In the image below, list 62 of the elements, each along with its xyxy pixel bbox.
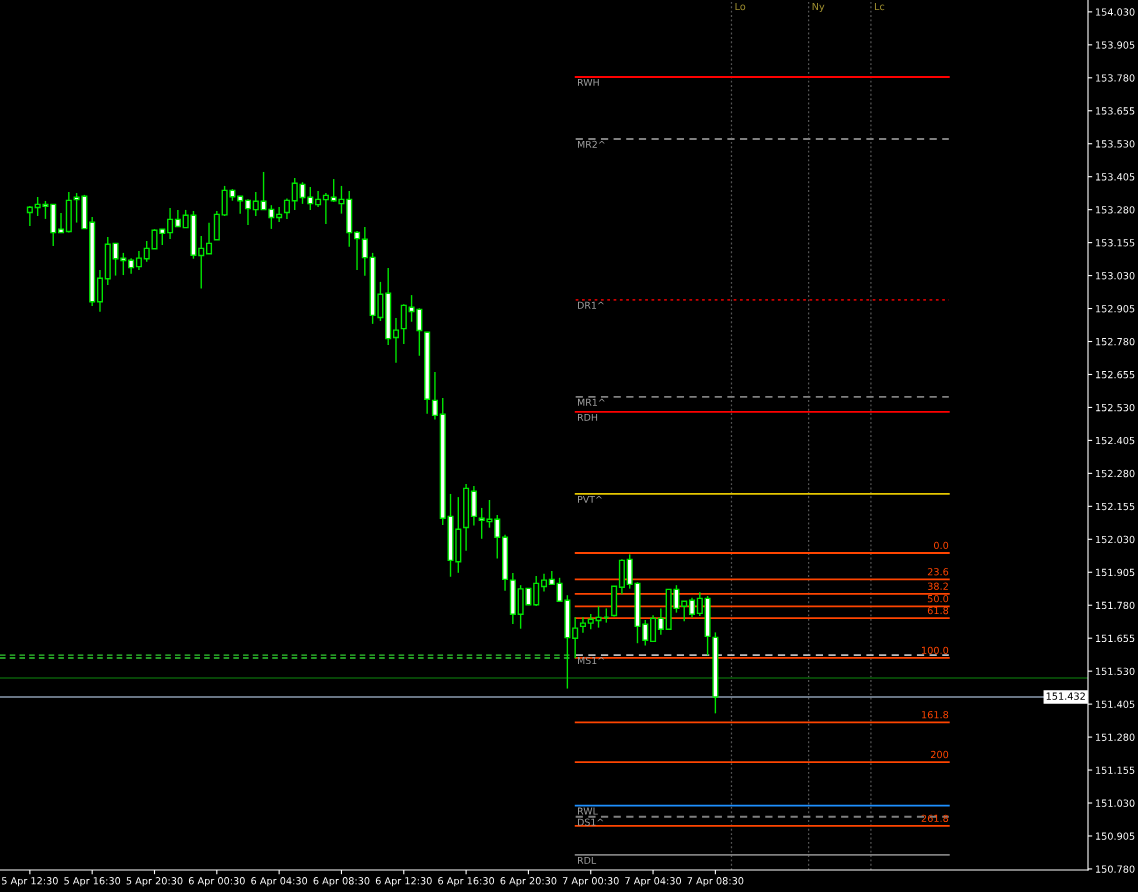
y-tick-label: 153.155 xyxy=(1096,239,1135,247)
x-tick-label: 7 Apr 00:30 xyxy=(562,877,619,887)
ref-line-label: 151.432 xyxy=(1046,692,1085,700)
annotation: RDH xyxy=(577,413,598,421)
annotation: RWH xyxy=(577,78,599,86)
y-tick-label: 152.405 xyxy=(1096,436,1135,445)
annotation: 38.2 xyxy=(927,582,948,590)
y-tick-label: 154.030 xyxy=(1096,8,1135,16)
annotation: RDL xyxy=(577,856,597,864)
annotation: 61.8 xyxy=(927,606,949,615)
ref-line-label: Ny xyxy=(812,2,825,13)
x-tick-label: 5 Apr 20:30 xyxy=(126,877,183,887)
annotation: 200 xyxy=(930,750,949,759)
ref-line-label: Lo xyxy=(735,2,746,11)
y-tick-label: 151.405 xyxy=(1096,700,1135,708)
annotation: MR2^ xyxy=(577,140,605,148)
y-tick-label: 153.280 xyxy=(1096,206,1135,214)
y-tick-label: 151.905 xyxy=(1096,568,1135,577)
x-tick-label: 6 Apr 20:30 xyxy=(500,877,557,887)
annotation: DR1^ xyxy=(577,301,604,309)
y-tick-label: 152.030 xyxy=(1096,535,1135,544)
ref-line-label: Lc xyxy=(874,2,885,11)
annotation: 0.0 xyxy=(934,541,949,550)
y-tick-label: 153.405 xyxy=(1096,173,1135,181)
y-tick-label: 150.905 xyxy=(1096,832,1135,840)
y-tick-label: 153.780 xyxy=(1096,74,1135,82)
annotation: RWL xyxy=(577,807,598,815)
x-tick-label: 6 Apr 08:30 xyxy=(313,877,370,887)
x-tick-label: 7 Apr 08:30 xyxy=(687,877,744,887)
y-tick-label: 152.655 xyxy=(1096,370,1135,379)
annotation: DS1^ xyxy=(577,818,604,826)
x-tick-label: 6 Apr 16:30 xyxy=(438,877,495,887)
x-tick-label: 6 Apr 04:30 xyxy=(251,877,308,887)
y-tick-label: 152.280 xyxy=(1096,469,1135,478)
y-tick-label: 151.780 xyxy=(1096,601,1135,610)
y-tick-label: 153.905 xyxy=(1096,41,1135,49)
x-tick-label: 7 Apr 04:30 xyxy=(625,877,682,887)
x-tick-label: 5 Apr 12:30 xyxy=(2,877,58,887)
y-tick-label: 152.530 xyxy=(1096,403,1135,412)
y-tick-label: 150.780 xyxy=(1096,865,1135,873)
y-tick-label: 153.530 xyxy=(1096,140,1135,148)
annotation: PVT^ xyxy=(577,495,602,503)
y-tick-label: 153.030 xyxy=(1096,272,1135,280)
annotation: 261.8 xyxy=(921,814,949,822)
y-tick-label: 152.905 xyxy=(1096,305,1135,313)
annotation: MR1^ xyxy=(577,398,605,406)
annotation: 100.0 xyxy=(922,646,949,655)
y-tick-label: 152.780 xyxy=(1096,337,1135,346)
y-tick-label: 153.655 xyxy=(1096,107,1135,115)
x-tick-label: 6 Apr 00:30 xyxy=(188,877,245,887)
annotation: MS1^ xyxy=(577,656,605,665)
y-tick-label: 151.655 xyxy=(1096,634,1135,643)
y-tick-label: 151.280 xyxy=(1096,733,1135,741)
annotation: 23.6 xyxy=(927,568,949,576)
annotation: 50.0 xyxy=(927,594,949,603)
x-tick-label: 6 Apr 12:30 xyxy=(375,877,432,887)
y-tick-label: 151.030 xyxy=(1096,799,1135,807)
x-tick-label: 5 Apr 16:30 xyxy=(64,877,121,887)
y-tick-label: 151.155 xyxy=(1096,766,1135,774)
y-tick-label: 151.530 xyxy=(1096,667,1135,675)
y-tick-label: 152.155 xyxy=(1096,502,1135,511)
annotation: 161.8 xyxy=(922,711,949,719)
